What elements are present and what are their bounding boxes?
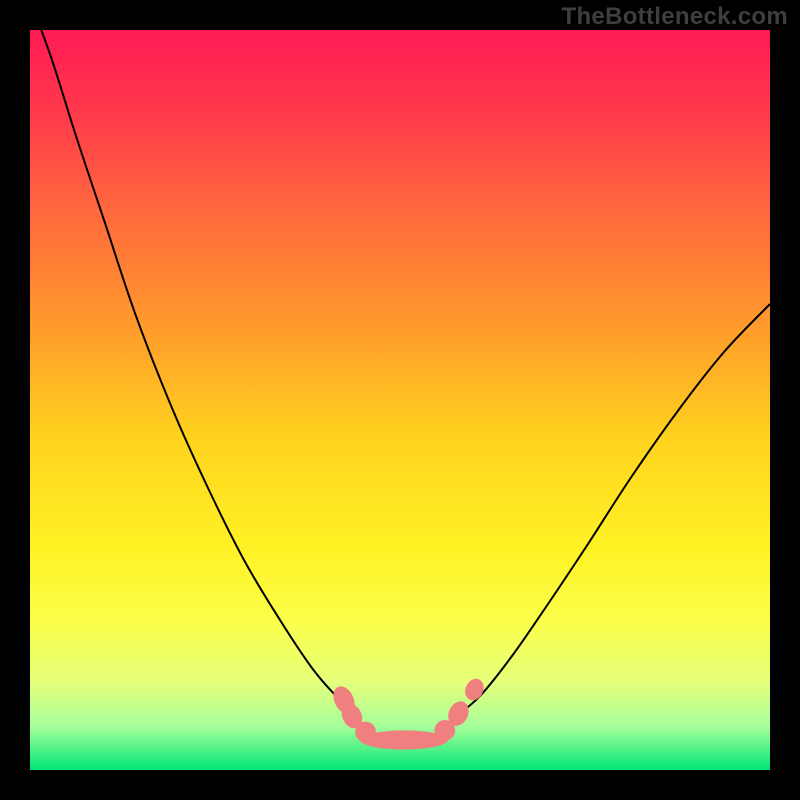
watermark-text: TheBottleneck.com — [562, 3, 788, 31]
bottleneck-curve-chart — [0, 0, 800, 800]
chart-frame: TheBottleneck.com — [0, 0, 800, 800]
